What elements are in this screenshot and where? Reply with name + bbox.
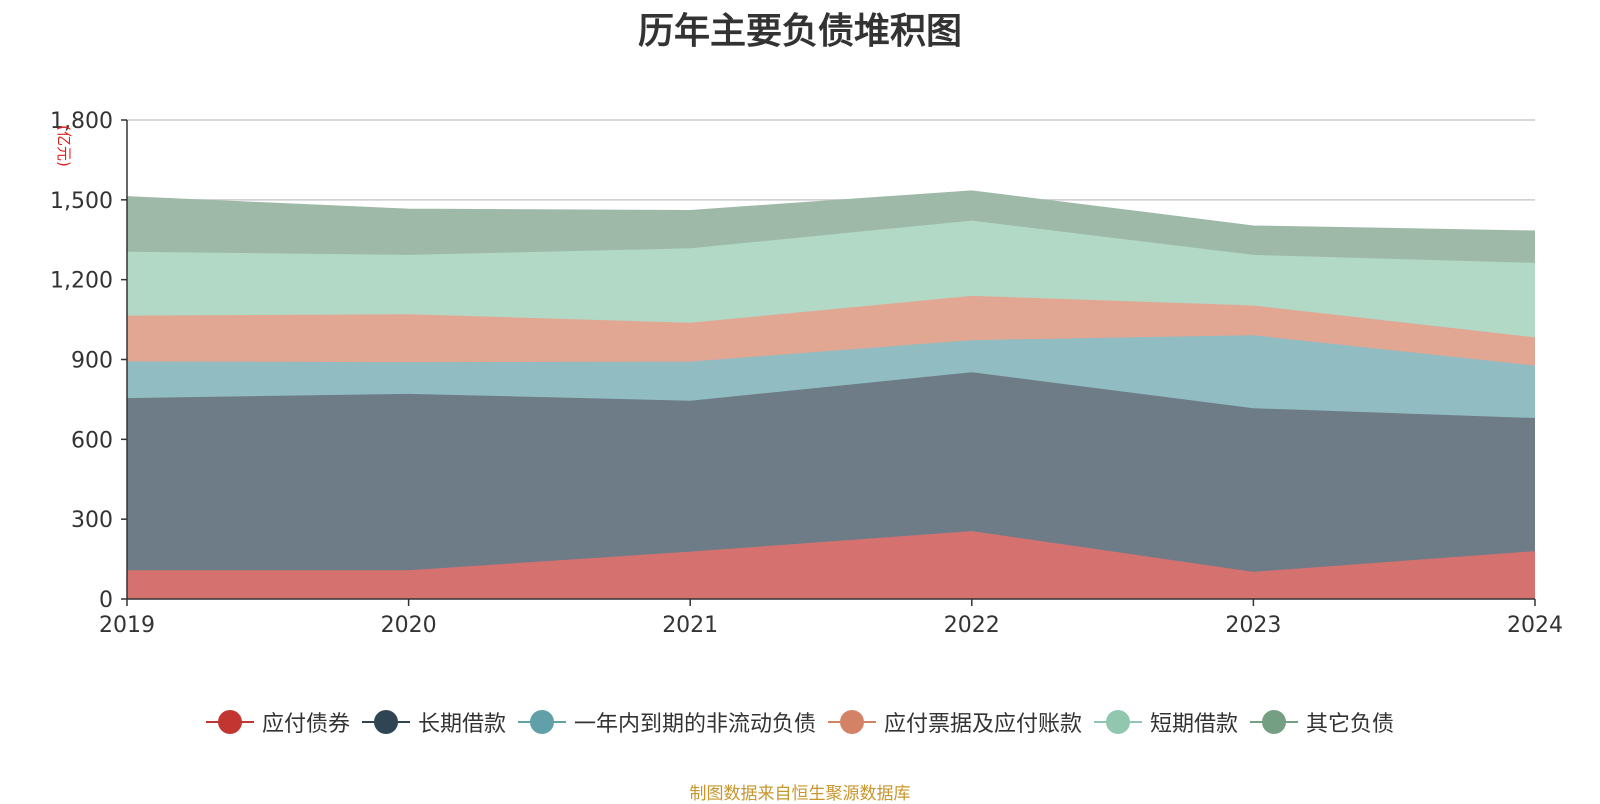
y-tick-label: 1,500: [50, 189, 113, 214]
legend-label: 应付债券: [261, 712, 350, 737]
legend-swatch: [205, 710, 254, 734]
area-series-0[interactable]: [127, 531, 1535, 599]
source-note: 制图数据来自恒生聚源数据库: [689, 784, 911, 804]
x-tick-label: 2023: [1225, 613, 1281, 638]
stacked-area-chart: 0 300 600 900 1,200 1,500 1,800 2019 2020 2021 202…: [50, 109, 1563, 638]
x-tick-label: 2024: [1507, 613, 1563, 638]
area-series-2[interactable]: [127, 335, 1535, 419]
chart-title: 历年主要负债堆积图: [637, 11, 962, 52]
y-tick-label: 1,800: [50, 109, 113, 134]
legend-item-2[interactable]: 一年内到期的非流动负债: [517, 706, 816, 738]
y-axis-unit-label: (亿元): [55, 125, 73, 167]
area-series-5[interactable]: [127, 191, 1535, 263]
x-tick-label: 2021: [662, 613, 718, 638]
legend-item-1[interactable]: 长期借款: [361, 706, 506, 738]
legend-swatch: [517, 710, 566, 734]
y-tick-label: 300: [71, 508, 113, 533]
x-tick-label: 2022: [944, 613, 1000, 638]
series-line-5: [126, 190, 1536, 233]
legend-item-0[interactable]: 应付债券: [205, 706, 350, 738]
y-tick-label: 1,200: [50, 269, 113, 294]
legend-swatch: [1250, 710, 1299, 734]
legend-label: 一年内到期的非流动负债: [573, 712, 816, 737]
legend-label: 其它负债: [1306, 712, 1395, 737]
area-series-4[interactable]: [127, 220, 1535, 338]
legend-item-4[interactable]: 短期借款: [1094, 706, 1238, 738]
y-tick-label: 0: [99, 588, 113, 613]
y-tick-label: 600: [71, 428, 113, 453]
legend-item-5[interactable]: 其它负债: [1250, 706, 1394, 738]
legend-swatch: [828, 710, 876, 734]
y-tick-label: 900: [71, 349, 113, 374]
axes: 0 300 600 900 1,200 1,500 1,800 2019 2020 2021 202…: [50, 109, 1563, 638]
legend-label: 短期借款: [1150, 712, 1239, 737]
area-series-1[interactable]: [127, 372, 1535, 572]
legend-label: 应付票据及应付账款: [884, 712, 1083, 737]
x-tick-label: 2020: [381, 613, 437, 638]
area-series-3[interactable]: [127, 295, 1535, 366]
legend-swatch: [361, 710, 410, 734]
legend-swatch: [1094, 710, 1143, 734]
area-series: [126, 190, 1536, 599]
legend-item-3[interactable]: 应付票据及应付账款: [828, 706, 1082, 738]
legend: 应付债券 长期借款 一年内到期的非流动负债 应付票据及应付账款 短期借款 其它负债: [0, 706, 1600, 738]
legend-label: 长期借款: [417, 712, 506, 737]
x-tick-label: 2019: [99, 613, 155, 638]
